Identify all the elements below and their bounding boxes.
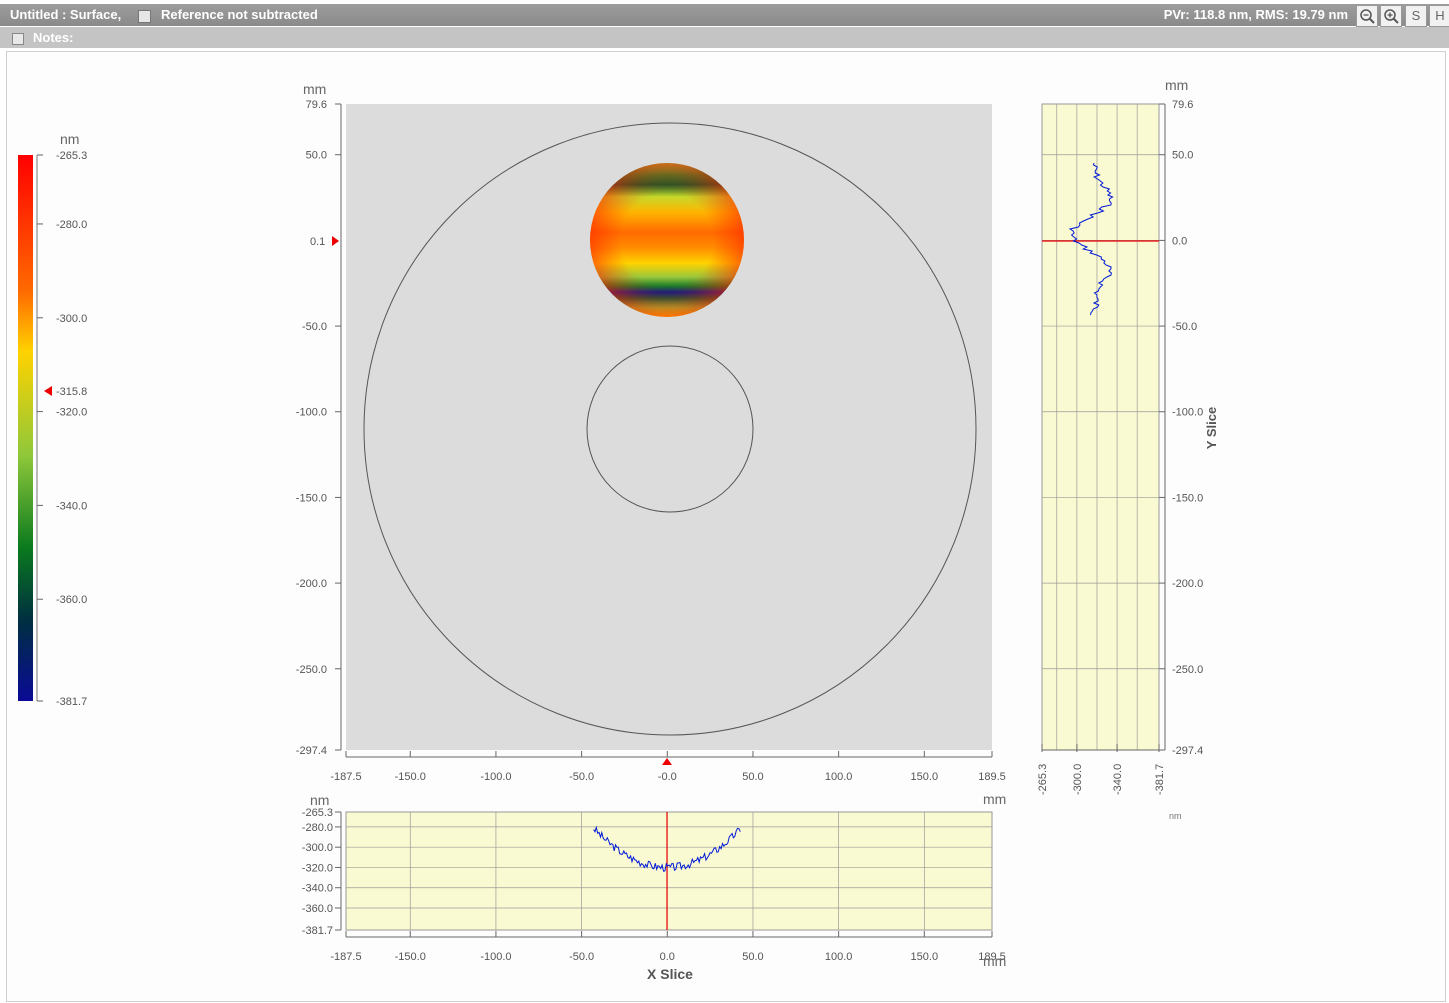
notes-label: Notes: [33, 30, 74, 45]
yslice-value-tick-label: -300.0 [1072, 764, 1084, 795]
xslice-x-tick-label: 50.0 [742, 951, 763, 963]
window-title: Untitled : Surface, [10, 7, 122, 22]
xslice-x-tick-label: 0.0 [660, 951, 675, 963]
xslice-y-unit: nm [310, 792, 329, 808]
main-y-tick-label: -297.4 [296, 745, 327, 757]
xslice-y-ticks: -265.3 -280.0 -300.0 -320.0 -340.0 -360.0 -381… [302, 807, 341, 937]
colorbar-marker-icon[interactable] [44, 386, 52, 396]
colorbar-marker-label: -315.8 [56, 386, 87, 398]
inner-aperture-circle [586, 345, 754, 513]
main-y-tick-label: -200.0 [296, 578, 327, 590]
yslice-profile-line [1068, 162, 1114, 316]
xslice-panel [345, 811, 993, 931]
zoom-in-icon [1384, 9, 1399, 24]
xslice-x-tick-label: -150.0 [395, 951, 426, 963]
yslice-y-ticks: 79.6 50.0 0.0 -50.0 -100.0 -150.0 -200.0 -250.0… [1159, 99, 1203, 757]
yslice-y-tick-label: -200.0 [1172, 578, 1203, 590]
yslice-value-unit: nm [1169, 811, 1182, 821]
yslice-y-tick-label: 50.0 [1172, 150, 1193, 162]
xslice-y-tick-label: -360.0 [302, 903, 333, 915]
yslice-value-tick-label: -265.3 [1037, 764, 1049, 795]
main-x-tick-label: -150.0 [395, 771, 426, 783]
xslice-x-tick-label: -100.0 [480, 951, 511, 963]
main-y-tick-label: 79.6 [306, 99, 327, 111]
main-x-tick-label: 189.5 [978, 771, 1006, 783]
xslice-x-ticks: -187.5 -150.0 -100.0 -50.0 0.0 50.0 100.0 150.0… [330, 931, 1006, 963]
yslice-y-tick-label: -250.0 [1172, 664, 1203, 676]
colorbar-tick-label: -300.0 [56, 313, 87, 325]
main-x-tick-label: -0.0 [658, 771, 677, 783]
reference-checkbox[interactable] [138, 10, 151, 23]
main-x-tick-label: 150.0 [911, 771, 939, 783]
main-x-tick-label: 50.0 [742, 771, 763, 783]
s-button[interactable]: S [1405, 5, 1427, 27]
main-x-ticks: -187.5 -150.0 -100.0 -50.0 -0.0 50.0 100.0 150.… [330, 751, 1006, 783]
xslice-x-unit: mm [983, 953, 1006, 969]
surface-color-map [590, 163, 744, 317]
main-x-tick-label: -50.0 [569, 771, 594, 783]
yslice-unit: mm [1165, 77, 1188, 93]
title-bar: Untitled : Surface, Reference not subtra… [0, 4, 1449, 27]
h-button[interactable]: H [1429, 5, 1449, 27]
yslice-value-tick-label: -381.7 [1154, 764, 1166, 795]
main-y-tick-label: 50.0 [306, 150, 327, 162]
yslice-y-tick-label: -150.0 [1172, 492, 1203, 504]
xslice-x-tick-label: -50.0 [569, 951, 594, 963]
yslice-value-ticks: -265.3 -300.0 -340.0 -381.7 [1037, 744, 1166, 795]
xslice-x-tick-label: 100.0 [825, 951, 853, 963]
yslice-y-tick-label: -100.0 [1172, 407, 1203, 419]
yslice-value-tick-label: -340.0 [1112, 764, 1124, 795]
zoom-in-button[interactable] [1380, 5, 1402, 27]
yslice-title: Y Slice [1204, 407, 1219, 449]
colorbar-ticks: -265.3 -280.0 -300.0 -320.0 -340.0 -360.0 -381… [37, 150, 87, 708]
main-y-unit: mm [303, 81, 326, 97]
notes-bar: Notes: [0, 27, 1449, 48]
yslice-panel [1041, 103, 1160, 751]
main-y-tick-label: -150.0 [296, 492, 327, 504]
main-x-tick-label: -100.0 [480, 771, 511, 783]
xslice-y-tick-label: -280.0 [302, 822, 333, 834]
main-y-tick-label: -50.0 [302, 321, 327, 333]
colorbar-tick-label: -280.0 [56, 219, 87, 231]
xslice-x-tick-label: 189.5 [978, 951, 1006, 963]
reference-label: Reference not subtracted [161, 7, 318, 22]
main-x-marker-icon[interactable] [662, 758, 672, 765]
xslice-top-unit: mm [983, 791, 1006, 807]
stats-readout: PVr: 118.8 nm, RMS: 19.79 nm [1163, 7, 1348, 22]
main-y-marker-label: 0.1 [310, 236, 325, 248]
xslice-x-tick-label: -187.5 [330, 951, 361, 963]
yslice-y-tick-label: -297.4 [1172, 745, 1203, 757]
notes-checkbox[interactable] [12, 33, 24, 45]
xslice-y-tick-label: -340.0 [302, 883, 333, 895]
zoom-out-icon [1360, 9, 1375, 24]
xslice-profile-line [593, 825, 741, 872]
xslice-y-tick-label: -265.3 [302, 807, 333, 819]
main-x-tick-label: -187.5 [330, 771, 361, 783]
colorbar [18, 155, 33, 701]
xslice-y-tick-label: -381.7 [302, 925, 333, 937]
yslice-y-tick-label: -50.0 [1172, 321, 1197, 333]
colorbar-tick-label: -265.3 [56, 150, 87, 162]
zoom-out-button[interactable] [1356, 5, 1378, 27]
colorbar-unit: nm [60, 131, 79, 147]
main-x-tick-label: 100.0 [825, 771, 853, 783]
colorbar-tick-label: -320.0 [56, 407, 87, 419]
xslice-title: X Slice [647, 966, 693, 982]
main-y-marker-icon[interactable] [332, 236, 339, 246]
xslice-x-tick-label: 150.0 [911, 951, 939, 963]
main-y-ticks: 79.6 50.0 -50.0 -100.0 -150.0 -200.0 -250.0 -29… [296, 99, 341, 757]
colorbar-tick-label: -360.0 [56, 594, 87, 606]
colorbar-tick-label: -340.0 [56, 500, 87, 512]
outer-aperture-circle [363, 122, 977, 736]
main-y-tick-label: -250.0 [296, 664, 327, 676]
xslice-y-tick-label: -300.0 [302, 842, 333, 854]
colorbar-tick-label: -381.7 [56, 696, 87, 708]
yslice-y-tick-label: 79.6 [1172, 99, 1193, 111]
main-y-tick-label: -100.0 [296, 407, 327, 419]
yslice-y-tick-label: 0.0 [1172, 235, 1187, 247]
xslice-y-tick-label: -320.0 [302, 862, 333, 874]
